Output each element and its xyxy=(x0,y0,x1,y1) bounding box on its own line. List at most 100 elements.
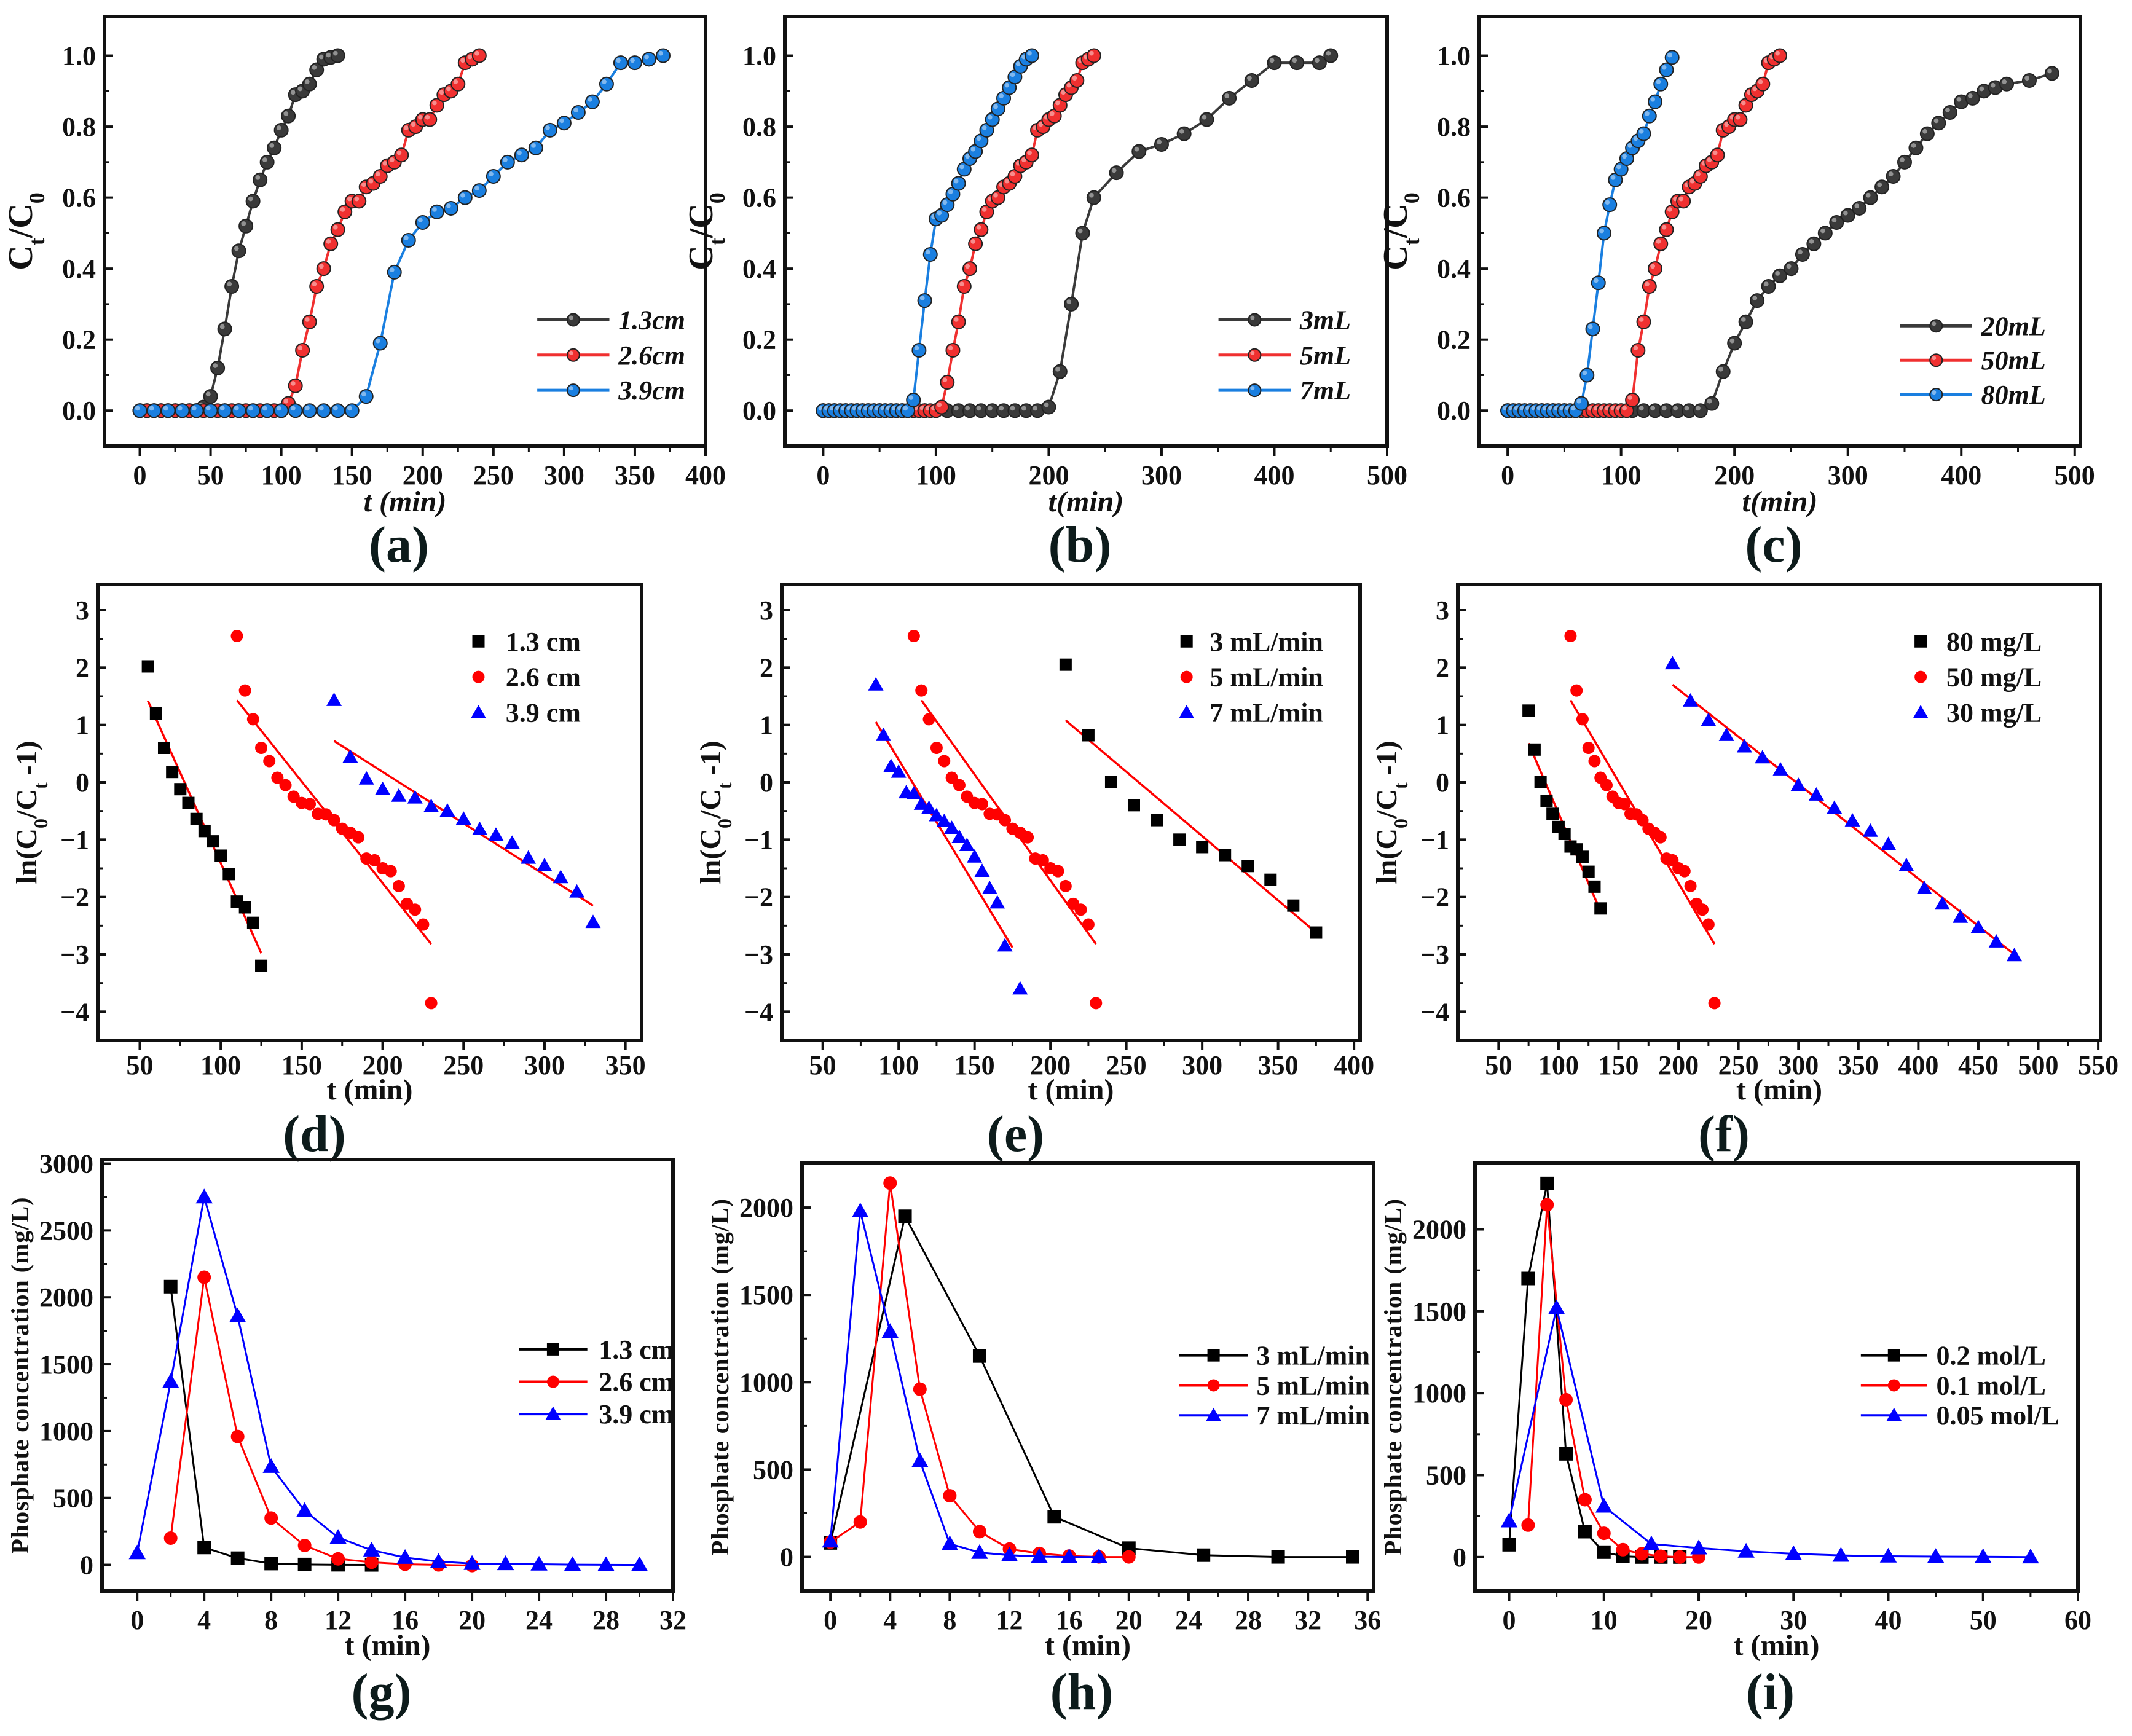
data-point xyxy=(585,914,601,929)
legend-marker xyxy=(1180,635,1193,648)
marker-highlight xyxy=(205,406,211,411)
data-point xyxy=(217,403,232,418)
x-tick-label: 12 xyxy=(996,1605,1023,1635)
data-point xyxy=(1310,926,1323,939)
data-point xyxy=(253,172,268,187)
marker-highlight xyxy=(1741,317,1746,322)
marker-highlight xyxy=(1066,82,1072,88)
data-point xyxy=(1648,261,1663,277)
series-50-mg-L xyxy=(1564,630,1721,1010)
y-tick-label: 0.2 xyxy=(742,325,776,355)
marker-highlight xyxy=(1638,128,1644,134)
legend-entry: 50mL xyxy=(1900,345,2046,375)
x-tick-label: 24 xyxy=(525,1605,553,1635)
x-tick-label: 16 xyxy=(391,1605,419,1635)
data-point xyxy=(1710,147,1725,163)
series-50mL xyxy=(1500,48,1787,418)
x-tick-label: 500 xyxy=(2055,460,2095,490)
x-tick-label: 350 xyxy=(1258,1050,1299,1080)
x-tick-label: 0 xyxy=(816,460,830,490)
y-tick-label: 0 xyxy=(80,1550,93,1581)
legend-entry: 0.1 mol/L xyxy=(1860,1370,2046,1400)
data-point xyxy=(1702,918,1715,931)
data-point xyxy=(297,1557,312,1571)
data-point xyxy=(295,343,310,358)
marker-highlight xyxy=(326,52,331,58)
data-point xyxy=(851,1202,869,1218)
series-1.3cm xyxy=(132,48,345,418)
data-point xyxy=(238,684,251,697)
data-point xyxy=(1564,630,1577,642)
marker-highlight xyxy=(255,175,261,180)
data-point xyxy=(921,800,937,814)
data-point xyxy=(945,771,958,784)
y-tick-label: 0 xyxy=(76,768,89,798)
x-tick-label: 0 xyxy=(824,1605,837,1635)
legend-marker xyxy=(1929,353,1943,367)
data-point xyxy=(521,850,537,864)
data-point xyxy=(409,903,422,916)
y-tick-label: 2 xyxy=(1436,653,1449,683)
data-point xyxy=(974,863,990,878)
data-point xyxy=(1618,798,1631,811)
y-tick-label: −1 xyxy=(744,825,773,855)
data-point xyxy=(915,684,928,697)
marker-highlight xyxy=(297,86,303,92)
x-tick-label: 10 xyxy=(1591,1605,1618,1635)
x-tick-label: 32 xyxy=(1294,1605,1321,1635)
data-point xyxy=(951,314,966,329)
marker-highlight xyxy=(234,246,239,251)
marker-highlight xyxy=(999,93,1004,98)
x-tick-label: 12 xyxy=(325,1605,352,1635)
x-tick-label: 100 xyxy=(261,460,302,490)
legend-entry: 80mL xyxy=(1900,380,2046,410)
y-axis-label-part: C xyxy=(682,245,720,270)
y-tick-label: 500 xyxy=(1426,1460,1466,1490)
marker-highlight xyxy=(1786,264,1792,269)
data-point xyxy=(422,112,438,127)
x-tick-label: 20 xyxy=(1685,1605,1712,1635)
marker-highlight xyxy=(531,143,536,148)
marker-highlight xyxy=(332,50,338,56)
marker-highlight xyxy=(1055,366,1060,372)
x-tick-label: 250 xyxy=(473,460,514,490)
data-point xyxy=(316,403,331,418)
y-axis-label-part: 0 xyxy=(705,192,730,203)
legend-marker xyxy=(472,635,485,648)
x-tick-label: 4 xyxy=(883,1605,897,1635)
data-point xyxy=(1082,918,1095,931)
data-point xyxy=(1602,197,1618,213)
data-point xyxy=(246,713,259,726)
y-axis-label-part: /C xyxy=(2,203,40,238)
panel-f: 50 100 150 200 250 300 350 400 450 500 550−4−3−2−1… xyxy=(1371,583,2118,1163)
legend-label: 1.3 cm xyxy=(506,627,581,657)
legend-label: 7 mL/min xyxy=(1256,1400,1370,1431)
data-point xyxy=(207,835,219,848)
legend-entry: 2.6cm xyxy=(537,340,685,371)
data-point xyxy=(934,399,950,415)
data-point xyxy=(273,122,289,138)
marker-highlight xyxy=(1775,50,1780,56)
marker-highlight xyxy=(1627,395,1633,400)
data-point xyxy=(157,742,170,754)
y-axis-label-part: 0 xyxy=(714,819,736,828)
data-point xyxy=(881,1323,899,1338)
x-tick-label: 50 xyxy=(197,460,224,490)
legend-entry: 1.3 cm xyxy=(519,1335,674,1365)
series-7-mL-min xyxy=(822,1202,1107,1563)
data-point xyxy=(2022,1549,2039,1564)
y-tick-label: 0.2 xyxy=(1437,325,1471,355)
marker-highlight xyxy=(1735,114,1741,120)
legend-label: 3.9 cm xyxy=(599,1399,674,1429)
fit-line xyxy=(875,721,1013,948)
data-point xyxy=(1548,1299,1565,1314)
x-tick-label: 400 xyxy=(1898,1050,1938,1080)
data-point xyxy=(1795,247,1810,262)
data-point xyxy=(972,1349,986,1363)
data-point xyxy=(302,403,317,418)
data-point xyxy=(1585,321,1600,337)
data-point xyxy=(922,247,938,262)
data-point xyxy=(564,1556,581,1571)
data-point xyxy=(1625,392,1640,407)
